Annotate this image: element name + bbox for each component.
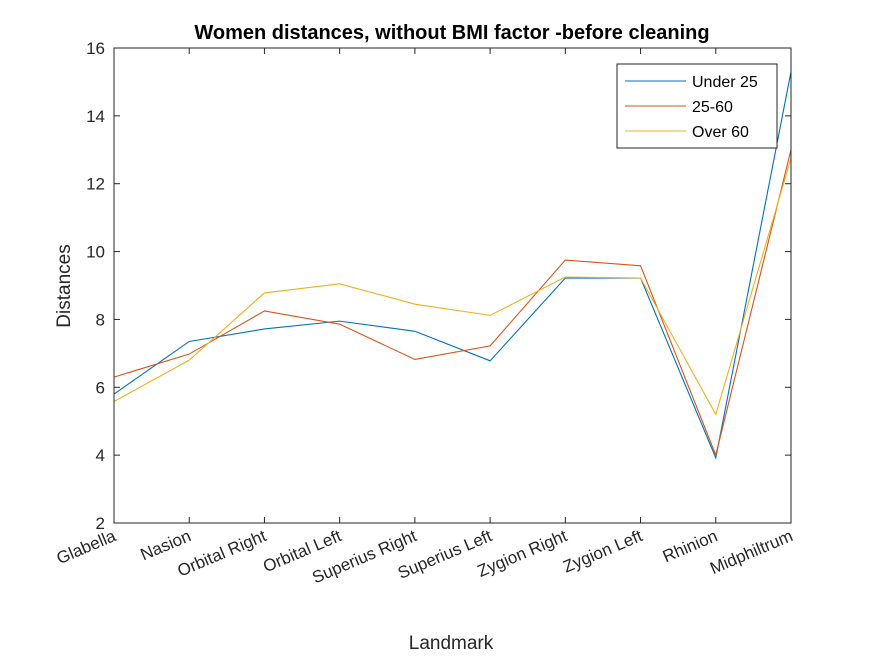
data-point-over-60-nasion [189,360,190,361]
data-point-under-25-superius-right [414,331,415,332]
series-lines [113,71,792,460]
x-axis-label: Landmark [409,633,494,654]
legend-label-25-60: 25-60 [692,99,733,116]
axes-box [113,47,792,524]
data-point-under-25-nasion [189,341,190,342]
y-tick-label: 8 [96,310,105,329]
data-point-under-25-superius-left [490,360,491,361]
y-tick-label: 10 [86,243,105,262]
data-point-25-60-orbital-left [339,324,340,325]
y-tick-label: 12 [86,175,105,194]
chart-title: Women distances, without BMI factor -bef… [194,22,709,44]
series-line-under-25 [113,71,792,460]
y-axis-label: Distances [54,244,75,327]
y-tick-label: 16 [86,39,105,58]
data-point-over-60-zygion-left [640,277,641,278]
y-axis-tick-labels: 2 4 6 8 10 12 14 16 [86,39,105,533]
x-axis-ticks [113,48,792,523]
data-point-over-60-orbital-right [264,292,265,293]
legend: Under 25 25-60 Over 60 [616,63,778,149]
data-point-over-60-orbital-left [339,283,340,284]
y-axis-ticks [114,47,791,524]
data-point-over-60-rhinion [715,414,716,415]
series-line-25-60 [113,149,792,457]
data-point-25-60-nasion [189,353,190,354]
legend-label-over-60: Over 60 [692,124,749,141]
data-point-25-60-superius-left [490,345,491,346]
data-point-over-60-superius-left [490,315,491,316]
y-tick-label: 6 [96,378,105,397]
data-point-under-25-rhinion [715,457,716,458]
data-point-25-60-orbital-right [264,310,265,311]
y-tick-label: 14 [86,107,105,126]
y-tick-label: 4 [96,446,105,465]
data-point-25-60-rhinion [715,455,716,456]
series-line-over-60 [113,158,792,416]
data-point-over-60-zygion-right [565,276,566,277]
data-point-25-60-superius-right [414,359,415,360]
data-point-25-60-zygion-right [565,259,566,260]
data-point-25-60-zygion-left [640,265,641,266]
data-point-under-25-orbital-right [264,328,265,329]
y-tick-label: 2 [96,514,105,533]
legend-label-under-25: Under 25 [692,74,758,91]
data-point-over-60-superius-right [414,304,415,305]
data-point-under-25-orbital-left [339,321,340,322]
